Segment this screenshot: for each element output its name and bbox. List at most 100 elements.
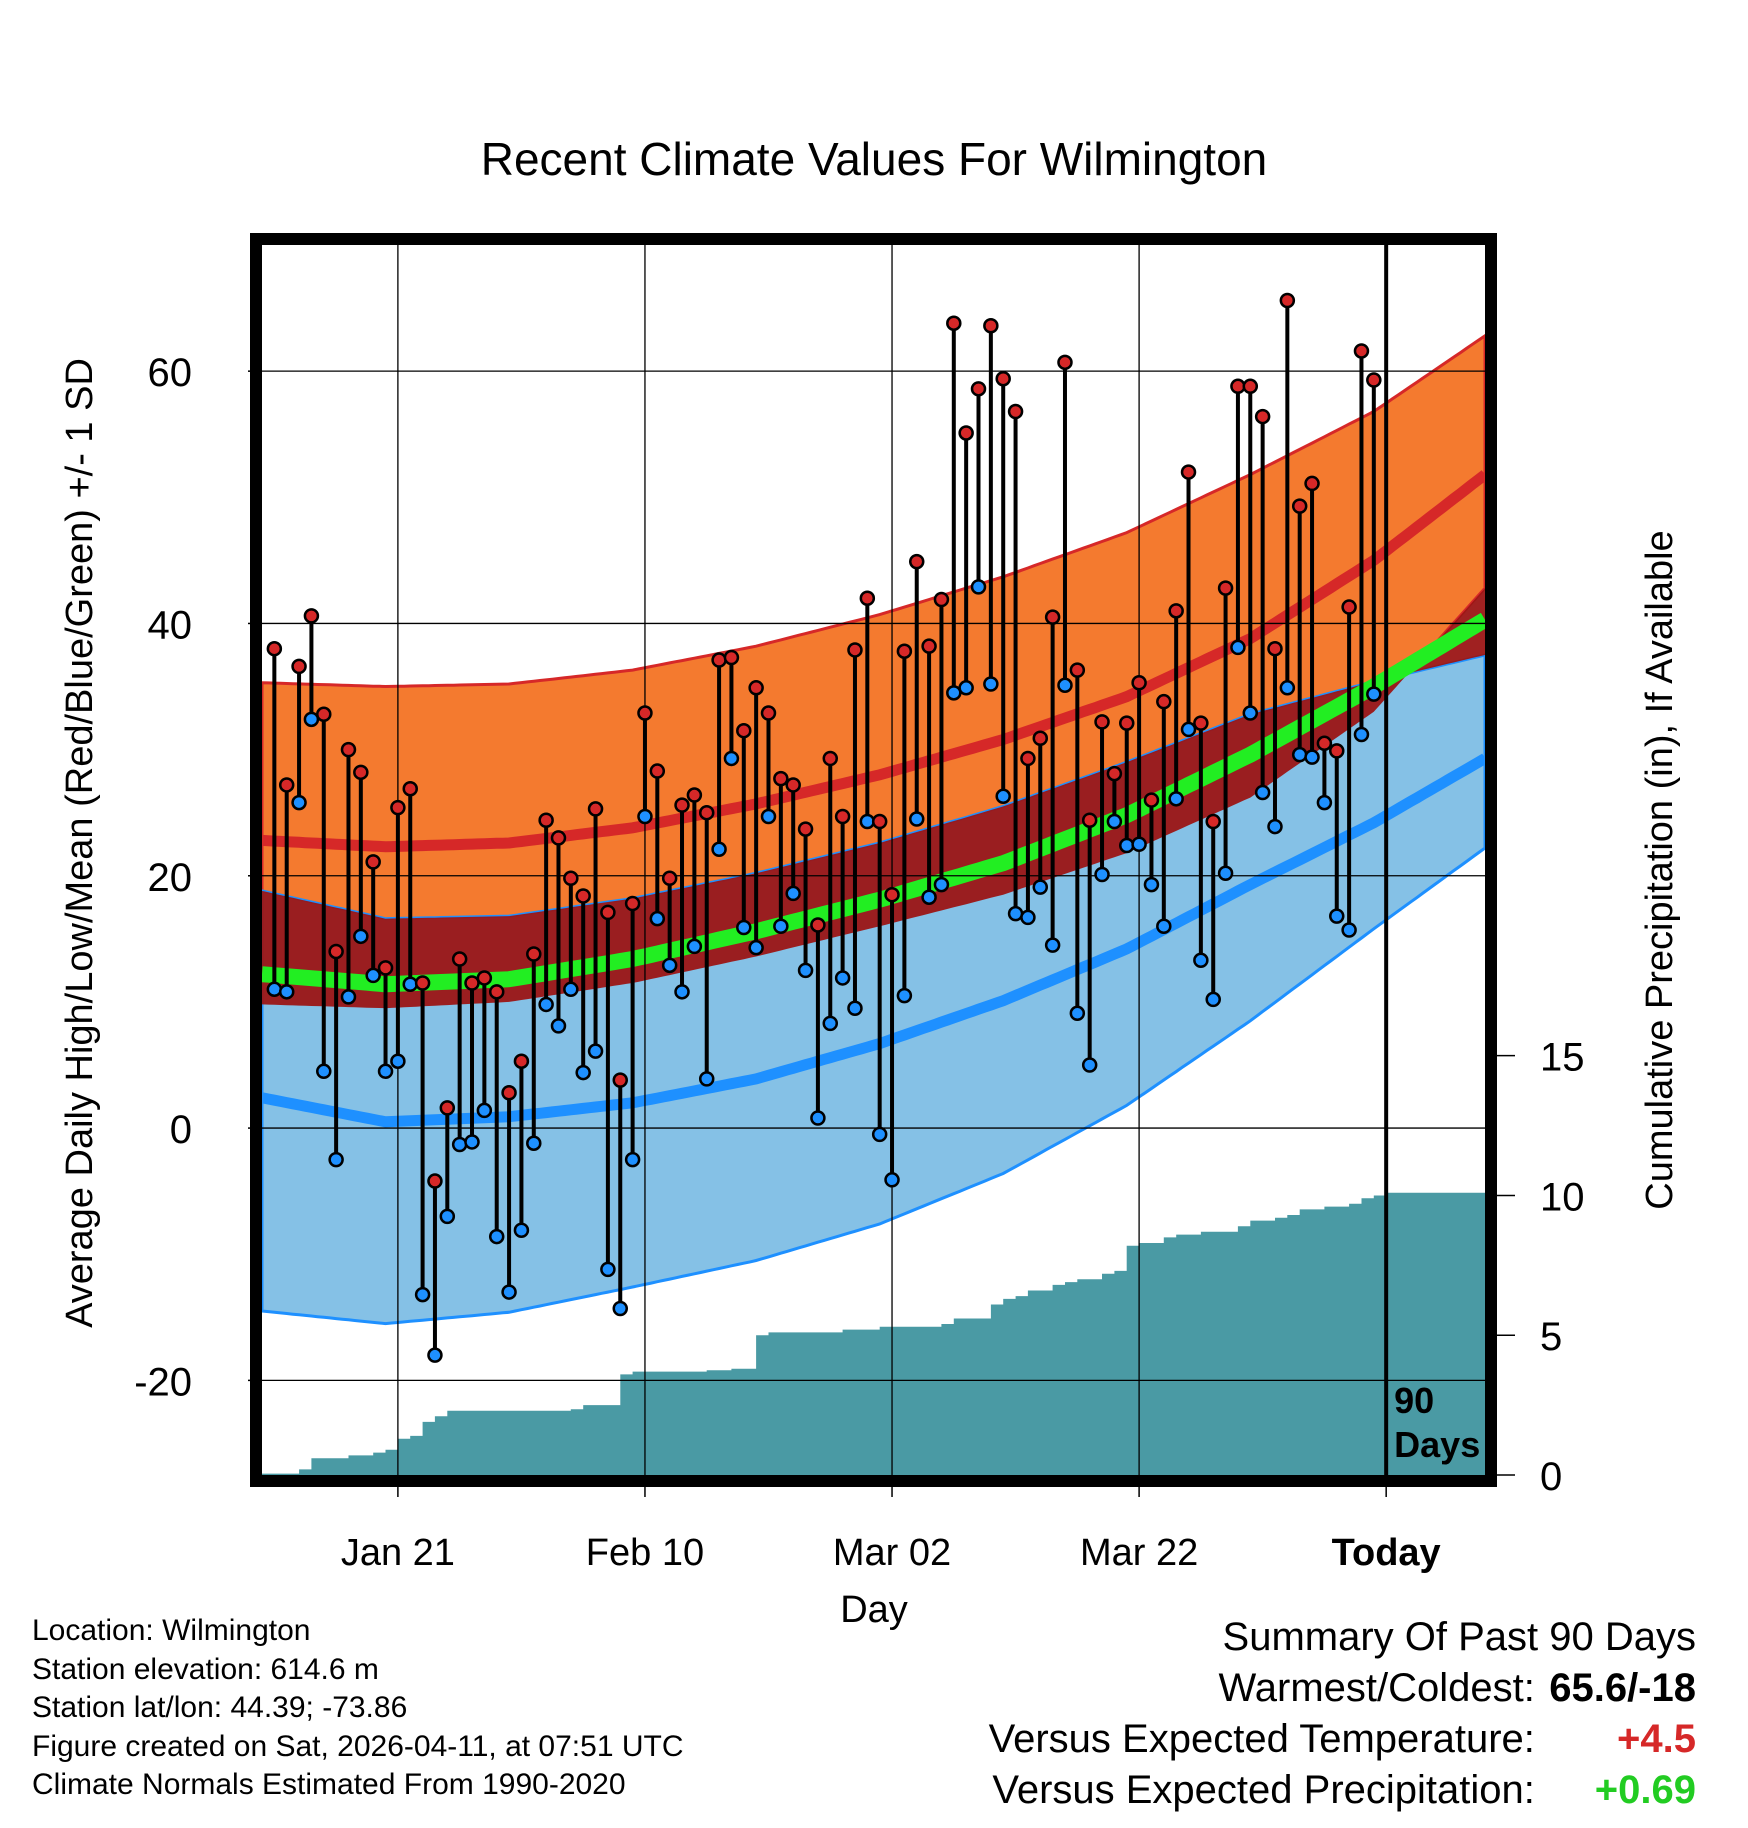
temp-label: Versus Expected Temperature:: [988, 1717, 1535, 1761]
daily-low-point: [822, 1015, 839, 1032]
daily-low-point: [1353, 726, 1370, 743]
x-tick-label: Mar 02: [833, 1532, 951, 1574]
daily-low-point: [538, 996, 554, 1013]
daily-low-point: [1156, 918, 1172, 934]
daily-low-point: [698, 1071, 715, 1087]
daily-low-point: [649, 910, 666, 927]
daily-high-point: [698, 804, 715, 821]
daily-low-point: [785, 885, 801, 902]
daily-high-point: [278, 777, 295, 793]
daily-high-point: [736, 722, 752, 739]
plot-frame: [250, 233, 1497, 1487]
y2-tick-label: 10: [1540, 1175, 1585, 1219]
daily-low-point: [1180, 721, 1197, 738]
daily-low-point: [1205, 991, 1221, 1008]
daily-high-point: [871, 813, 888, 830]
warmest-coldest-label: Warmest/Coldest:: [1218, 1666, 1535, 1710]
daily-high-point: [884, 886, 900, 903]
daily-low-point: [451, 1136, 468, 1153]
daily-low-point: [983, 676, 999, 692]
daily-high-point: [748, 680, 764, 696]
daily-low-point: [501, 1284, 517, 1300]
daily-low-point: [859, 813, 876, 830]
daily-high-point: [760, 705, 777, 721]
daily-low-point: [1304, 749, 1320, 765]
daily-high-point: [526, 946, 542, 962]
y-tick-label: 40: [148, 603, 193, 647]
daily-high-point: [1205, 813, 1221, 830]
chart-title: Recent Climate Values For Wilmington: [481, 133, 1268, 185]
daily-high-point: [711, 652, 727, 668]
daily-low-point: [1329, 908, 1345, 924]
daily-high-point: [612, 1072, 629, 1088]
daily-low-point: [575, 1064, 591, 1081]
daily-high-point: [1044, 609, 1061, 625]
daily-low-point: [773, 918, 789, 934]
daily-high-point: [674, 797, 690, 813]
daily-high-point: [1341, 599, 1357, 615]
y-tick-label: 0: [170, 1108, 192, 1152]
daily-low-point: [1131, 836, 1147, 852]
daily-high-point: [970, 381, 987, 397]
daily-low-point: [661, 957, 678, 974]
high-mean-line: [262, 470, 1485, 853]
daily-low-point: [1279, 680, 1296, 696]
daily-low-point: [637, 808, 653, 825]
daily-high-point: [797, 821, 814, 837]
daily-high-point: [834, 808, 851, 825]
daily-low-point: [563, 981, 579, 998]
daily-low-point: [612, 1300, 629, 1317]
today-days-number: 90: [1394, 1380, 1434, 1421]
daily-high-point: [1106, 765, 1123, 782]
daily-high-point: [1032, 730, 1049, 747]
daily-high-point: [1366, 372, 1382, 388]
daily-high-point: [1242, 378, 1259, 395]
warmest-coldest-value: 65.6/-18: [1549, 1666, 1696, 1710]
daily-low-point: [797, 962, 814, 979]
daily-low-point: [513, 1222, 530, 1239]
daily-low-point: [439, 1208, 456, 1225]
daily-low-point: [1366, 686, 1382, 702]
daily-high-point: [1230, 378, 1246, 395]
daily-low-point: [402, 976, 418, 993]
y2-tick-label: 15: [1540, 1036, 1585, 1080]
daily-high-point: [1069, 662, 1086, 678]
summary-temperature: Versus Expected Temperature: +4.5: [989, 1714, 1696, 1765]
daily-high-point: [859, 590, 876, 606]
daily-high-point: [785, 777, 801, 793]
daily-high-point: [1118, 715, 1135, 731]
daily-low-point: [1316, 794, 1333, 811]
daily-high-point: [933, 591, 950, 608]
daily-high-point: [908, 553, 925, 570]
temp-value: +4.5: [1617, 1717, 1696, 1761]
daily-low-point: [550, 1018, 567, 1034]
daily-high-point: [686, 787, 703, 803]
daily-low-point: [328, 1151, 344, 1168]
daily-low-point: [1094, 866, 1110, 883]
daily-low-point: [377, 1063, 394, 1080]
daily-high-point: [365, 854, 381, 870]
daily-low-point: [748, 939, 764, 956]
daily-high-point: [1180, 464, 1197, 480]
daily-low-point: [340, 989, 357, 1005]
daily-high-point: [316, 706, 332, 723]
info-normals-source: Climate Normals Estimated From 1990-2020: [32, 1768, 626, 1801]
daily-high-point: [1267, 640, 1283, 657]
daily-low-point: [736, 919, 752, 936]
daily-high-point: [390, 799, 406, 816]
plot-clip-group: [262, 245, 1485, 1475]
summary-title: Summary Of Past 90 Days: [1222, 1615, 1696, 1659]
y-tick-label: 60: [148, 351, 193, 395]
daily-high-point: [723, 649, 740, 666]
daily-high-point: [291, 658, 307, 675]
daily-low-point: [1143, 876, 1160, 893]
daily-low-point: [390, 1053, 406, 1069]
daily-high-point: [402, 780, 418, 797]
daily-low-point: [488, 1228, 505, 1245]
daily-high-point: [451, 951, 468, 967]
daily-low-point: [908, 811, 925, 827]
daily-low-point: [723, 750, 740, 767]
info-latlon: Station lat/lon: 44.39; -73.86: [32, 1691, 408, 1724]
daily-high-point: [488, 984, 505, 1000]
daily-high-point: [377, 960, 394, 976]
